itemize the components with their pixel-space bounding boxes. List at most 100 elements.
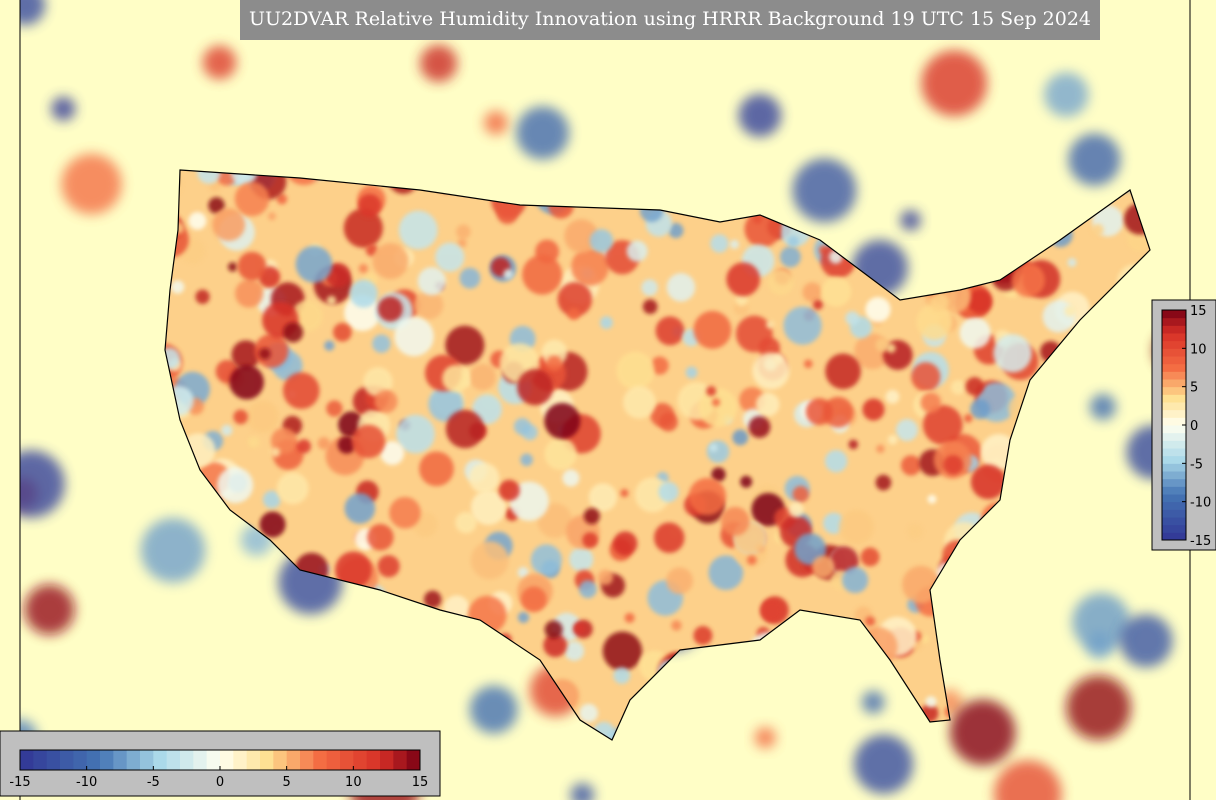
field-blob	[267, 212, 277, 221]
colorbar-segment	[1162, 379, 1186, 388]
field-blob	[520, 586, 547, 613]
field-blob	[188, 211, 207, 230]
field-blob	[20, 450, 65, 518]
colorbar-segment	[126, 750, 141, 770]
colorbar-tick-label: -15	[9, 775, 30, 790]
field-blob	[613, 667, 631, 684]
colorbar-segment	[313, 750, 328, 770]
field-blob	[394, 316, 434, 357]
field-blob	[626, 240, 648, 262]
colorbar-segment	[73, 750, 88, 770]
field-blob	[537, 503, 573, 539]
field-blob	[767, 268, 795, 296]
colorbar-segment	[1162, 325, 1186, 334]
field-blob	[202, 45, 237, 80]
field-blob	[435, 242, 465, 272]
colorbar-segment	[260, 750, 274, 770]
field-blob	[583, 508, 600, 525]
colorbar-segment	[1162, 532, 1186, 541]
field-blob	[291, 300, 323, 332]
field-blob	[588, 483, 618, 512]
colorbar-segment	[1162, 394, 1186, 403]
field-blob	[357, 193, 382, 218]
colorbar-segment	[180, 750, 194, 770]
field-blob	[337, 435, 356, 454]
colorbar-segment	[1162, 371, 1186, 380]
colorbar-segment	[1162, 310, 1186, 319]
field-blob	[195, 289, 210, 304]
field-blob	[562, 469, 580, 487]
colorbar-segment	[206, 750, 221, 770]
field-blob	[802, 282, 823, 302]
field-blob	[283, 322, 304, 343]
field-blob	[805, 398, 833, 426]
field-blob	[916, 303, 953, 341]
field-blob	[666, 567, 693, 595]
field-blob	[641, 279, 658, 296]
colorbar-tick-label: 10	[1190, 342, 1207, 357]
field-blob	[865, 616, 876, 627]
field-blob	[396, 414, 435, 454]
field-blob	[616, 351, 655, 390]
field-blob	[963, 414, 973, 423]
field-blob	[653, 522, 685, 553]
colorbar-segment	[1162, 494, 1186, 503]
colorbar-segment	[1162, 425, 1186, 434]
field-blob	[993, 334, 1032, 373]
colorbar-tick-label: 0	[216, 775, 224, 790]
field-blob	[650, 356, 669, 375]
field-blob	[262, 490, 281, 509]
field-blob	[417, 267, 446, 296]
field-blob	[708, 555, 744, 591]
colorbar-segment	[326, 750, 341, 770]
field-blob	[1067, 258, 1077, 267]
field-blob	[698, 388, 738, 427]
field-blob	[735, 315, 773, 353]
field-blob	[740, 475, 753, 488]
field-blob	[516, 106, 570, 160]
field-blob	[922, 405, 963, 445]
colorbar-tick-label: 5	[283, 775, 291, 790]
colorbar-segment	[140, 750, 154, 770]
field-blob	[557, 282, 593, 317]
field-blob	[374, 389, 398, 413]
field-blob	[900, 455, 922, 476]
colorbar-tick-label: 15	[412, 775, 429, 790]
field-blob	[455, 511, 477, 534]
field-blob	[517, 567, 529, 578]
field-blob	[457, 238, 467, 248]
colorbar-segment	[1162, 471, 1186, 480]
field-blob	[1068, 133, 1121, 186]
colorbar-tick-label: -5	[147, 775, 160, 790]
field-blob	[666, 273, 696, 302]
field-blob	[970, 399, 991, 419]
colorbar-segment	[340, 750, 354, 770]
colorbar-segment	[20, 750, 34, 770]
field-blob	[729, 239, 740, 250]
field-blob	[885, 389, 900, 404]
field-blob	[668, 222, 684, 239]
field-blob	[582, 532, 599, 549]
field-blob	[496, 203, 518, 225]
field-blob	[326, 400, 343, 417]
field-blob	[170, 280, 185, 294]
colorbar-segment	[380, 750, 394, 770]
colorbar-segment	[1162, 478, 1186, 487]
field-blob	[237, 251, 267, 281]
field-blob	[792, 486, 809, 503]
field-blob	[420, 44, 458, 82]
field-blob	[398, 210, 438, 250]
field-blob	[803, 359, 813, 369]
colorbar-segment	[220, 750, 234, 770]
colorbar-segment	[1162, 417, 1186, 426]
field-blob	[165, 347, 181, 369]
field-blob	[517, 369, 554, 406]
field-blob	[1072, 592, 1131, 652]
colorbar-segment	[393, 750, 408, 770]
colorbar-segment	[1162, 333, 1186, 342]
field-blob	[567, 307, 580, 321]
field-blob	[671, 620, 682, 631]
field-blob	[344, 493, 376, 524]
field-blob	[825, 353, 861, 390]
